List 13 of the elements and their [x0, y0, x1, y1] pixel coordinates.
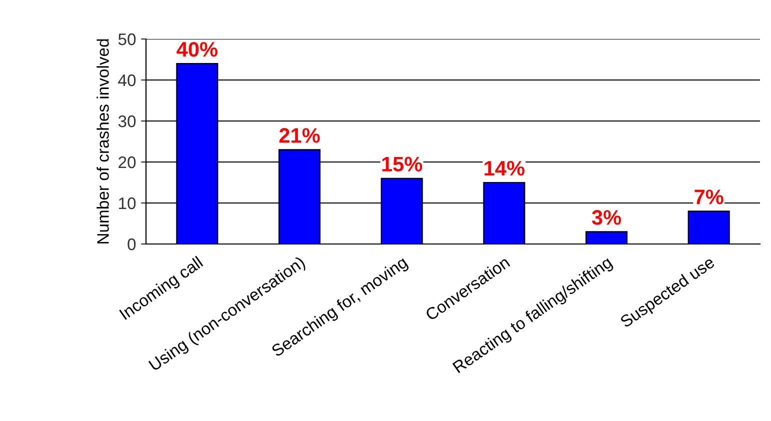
annotation: 21% — [279, 128, 320, 143]
annotation: 40% — [176, 42, 218, 57]
annotation: 7% — [694, 190, 724, 204]
y-tick-label: 30 — [118, 115, 136, 128]
y-axis-title: Number of crashes involved — [96, 39, 109, 244]
annotation: 3% — [592, 210, 622, 225]
annotation: 15% — [382, 156, 422, 172]
y-tick-label: 0 — [128, 238, 136, 250]
y-tick-label: 20 — [118, 156, 136, 168]
annotation: 14% — [484, 160, 524, 176]
y-tick-label: 10 — [119, 197, 136, 210]
y-tick-label: 50 — [118, 33, 136, 46]
y-tick-label: 40 — [118, 74, 136, 86]
